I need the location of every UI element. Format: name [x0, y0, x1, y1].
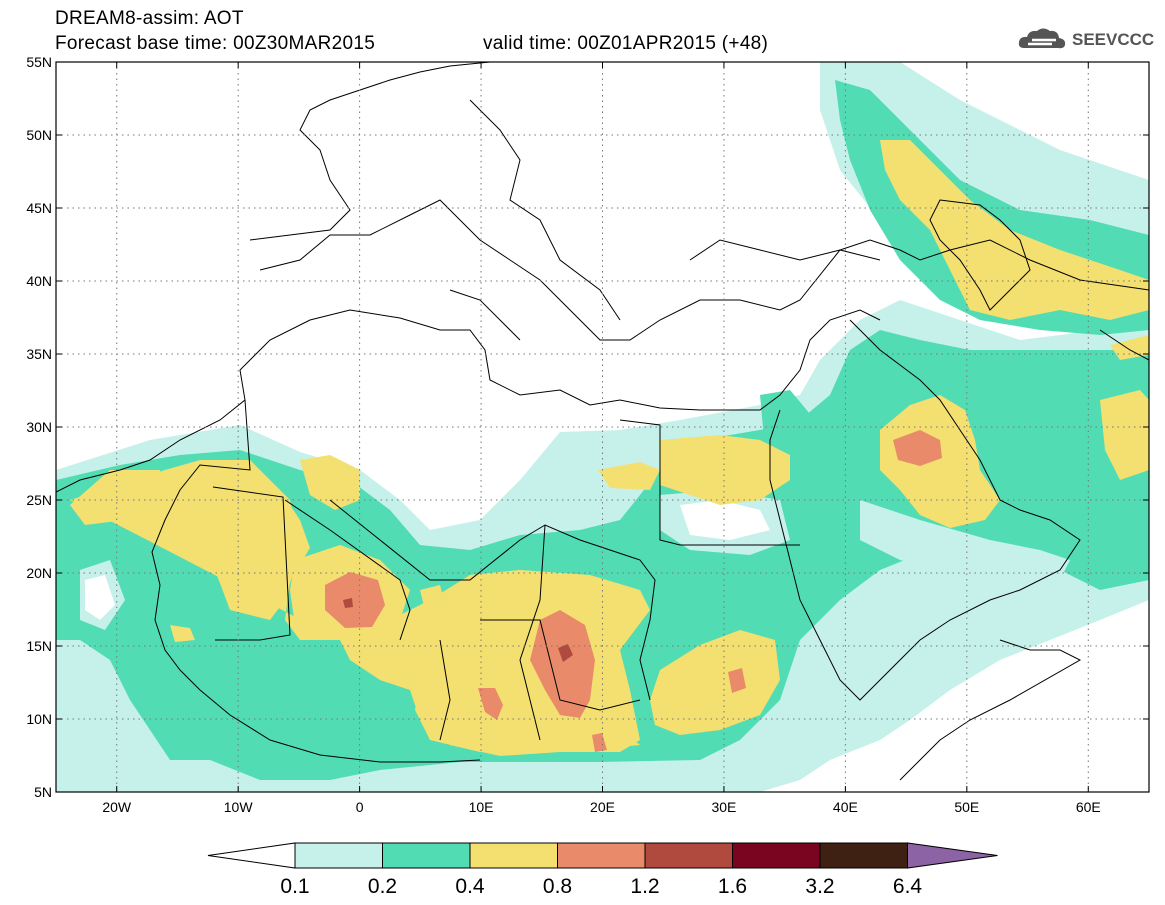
legend-label: 0.8 — [543, 875, 572, 898]
legend-label: 3.2 — [805, 875, 834, 898]
lat-label: 45N — [26, 200, 52, 216]
legend-swatch — [819, 842, 908, 869]
coastlines — [56, 62, 1149, 781]
lon-label: 20W — [102, 799, 132, 815]
lat-label: 30N — [26, 419, 52, 435]
lon-label: 50E — [954, 799, 979, 815]
lon-label: 40E — [833, 799, 858, 815]
lon-label: 20E — [590, 799, 615, 815]
colorbar-legend: 0.1 0.2 0.4 0.8 1.2 1.6 3.2 6.4 — [207, 842, 998, 898]
gridlines — [56, 62, 1149, 792]
lat-label: 25N — [26, 492, 52, 508]
legend-swatch — [294, 842, 383, 869]
lat-label: 5N — [34, 784, 52, 800]
legend-arrow-high — [907, 842, 998, 869]
aot-field — [56, 62, 1149, 792]
legend-label: 1.6 — [718, 875, 747, 898]
lon-label: 30E — [711, 799, 736, 815]
legend-swatch — [557, 842, 646, 869]
lat-labels: 55N 50N 45N 40N 35N 30N 25N 20N 15N 10N 5N — [26, 54, 52, 800]
forecast-base-time: Forecast base time: 00Z30MAR2015 — [55, 33, 376, 54]
lon-label: 10E — [469, 799, 494, 815]
lat-label: 40N — [26, 273, 52, 289]
legend-swatch — [469, 842, 558, 869]
lon-label: 0 — [356, 799, 364, 815]
seevccc-logo — [1018, 28, 1066, 49]
valid-time: valid time: 00Z01APR2015 (+48) — [483, 33, 769, 54]
legend-label: 0.2 — [368, 875, 397, 898]
lat-label: 10N — [26, 711, 52, 727]
lat-label: 15N — [26, 638, 52, 654]
legend-label: 0.1 — [280, 875, 309, 898]
lat-label: 20N — [26, 565, 52, 581]
legend-swatch — [382, 842, 471, 869]
legend-swatch — [644, 842, 733, 869]
legend-label: 1.2 — [630, 875, 659, 898]
lat-label: 50N — [26, 127, 52, 143]
lat-label: 35N — [26, 346, 52, 362]
lat-label: 55N — [26, 54, 52, 70]
logo-text: SEEVCCC — [1072, 30, 1155, 49]
lon-labels: 20W 10W 0 10E 20E 30E 40E 50E 60E — [102, 799, 1100, 815]
chart-title: DREAM8-assim: AOT — [55, 8, 244, 29]
lon-label: 10W — [224, 799, 254, 815]
lon-label: 60E — [1076, 799, 1101, 815]
legend-label: 6.4 — [893, 875, 923, 898]
legend-label: 0.4 — [455, 875, 485, 898]
legend-swatch — [732, 842, 821, 869]
legend-arrow-low — [207, 842, 296, 869]
axis-ticks — [56, 61, 1149, 793]
